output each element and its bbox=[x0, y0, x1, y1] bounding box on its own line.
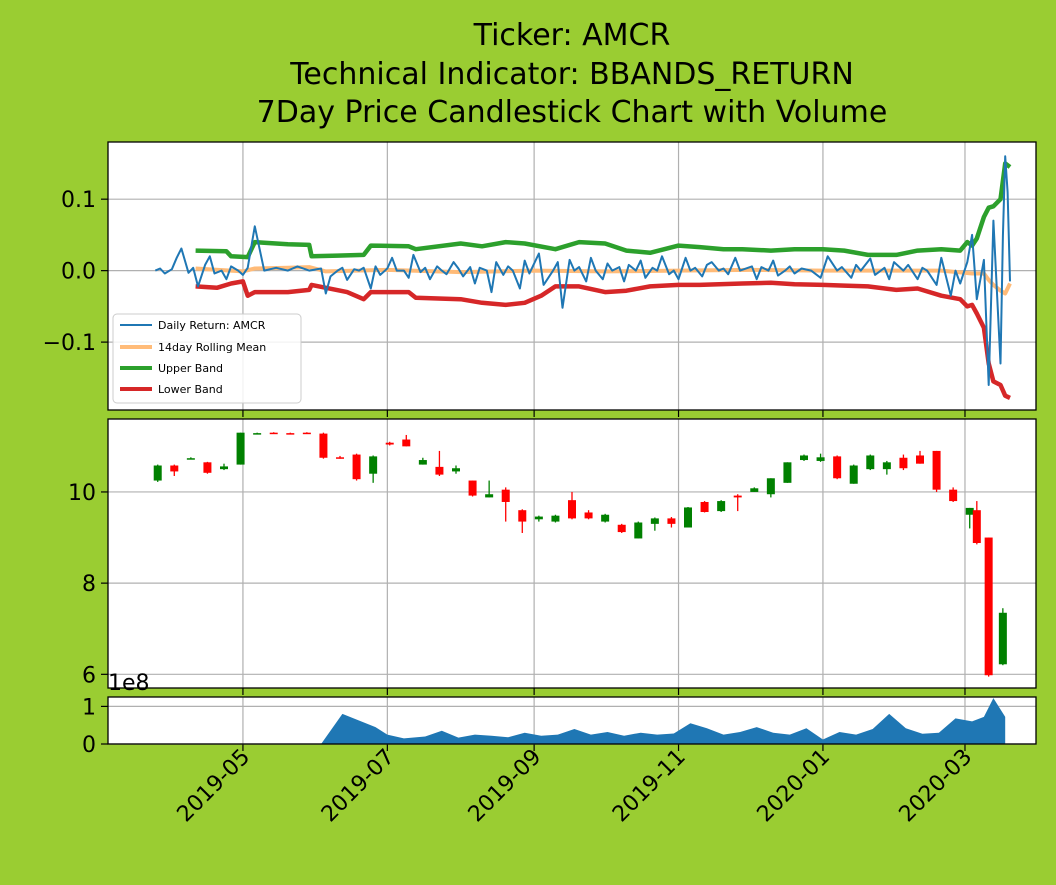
candle-body bbox=[402, 440, 410, 447]
candle-body bbox=[386, 443, 394, 445]
candle-body bbox=[833, 456, 841, 478]
x-axis: 2019-05 2019-07 2019-09 2019-11 2020-01 2020-… bbox=[173, 745, 978, 828]
candle-body bbox=[568, 500, 576, 518]
candle-body bbox=[634, 522, 642, 538]
candle-body bbox=[899, 458, 907, 468]
candle-body bbox=[220, 466, 228, 469]
candle-body bbox=[850, 466, 858, 484]
y-tick-label: −0.1 bbox=[43, 331, 96, 356]
legend: Daily Return: AMCR 14day Rolling Mean Up… bbox=[113, 314, 301, 403]
candle-body bbox=[469, 481, 477, 496]
candle-body bbox=[866, 455, 874, 469]
candle-body bbox=[966, 508, 974, 515]
candle-body bbox=[419, 460, 427, 465]
x-tick-label: 2019-09 bbox=[464, 745, 547, 828]
candle-body bbox=[353, 455, 361, 480]
legend-label-rolling-mean: 14day Rolling Mean bbox=[158, 341, 266, 354]
y-tick-label: 0.1 bbox=[61, 188, 96, 213]
candle-body bbox=[783, 462, 791, 483]
candle-body bbox=[203, 462, 211, 472]
candle-body bbox=[369, 456, 377, 473]
candle-body bbox=[883, 462, 891, 469]
candle-body bbox=[767, 478, 775, 494]
candle-body bbox=[750, 488, 758, 492]
candle-body bbox=[985, 538, 993, 676]
candle-body bbox=[601, 515, 609, 522]
candle-body bbox=[237, 433, 245, 465]
candle-body bbox=[551, 516, 559, 522]
candle-body bbox=[949, 490, 957, 501]
candle-body bbox=[170, 466, 178, 472]
chart-title-line-3: 7Day Price Candlestick Chart with Volume bbox=[257, 95, 888, 130]
legend-label-daily-return: Daily Return: AMCR bbox=[158, 319, 266, 332]
y-tick-label: 10 bbox=[68, 481, 96, 506]
candle-body bbox=[435, 467, 443, 475]
candle-body bbox=[651, 518, 659, 523]
x-tick-label: 2020-01 bbox=[753, 745, 836, 828]
candle-body bbox=[485, 494, 493, 497]
price-candlestick-panel: 10 8 6 bbox=[68, 419, 1036, 695]
legend-label-lower-band: Lower Band bbox=[158, 383, 223, 396]
y-tick-label: 0 bbox=[82, 733, 96, 758]
candle-body bbox=[336, 457, 344, 459]
candle-body bbox=[973, 510, 981, 543]
y-tick-label: 1 bbox=[82, 695, 96, 720]
candle-body bbox=[684, 507, 692, 527]
x-tick-label: 2019-11 bbox=[608, 745, 691, 828]
candle-body bbox=[319, 434, 327, 458]
candle-body bbox=[303, 433, 311, 435]
candle-body bbox=[253, 433, 261, 435]
candle-body bbox=[154, 466, 162, 481]
x-tick-label: 2019-07 bbox=[317, 745, 400, 828]
candle-body bbox=[452, 468, 460, 471]
y-tick-label: 8 bbox=[82, 572, 96, 597]
candle-body bbox=[916, 455, 924, 463]
candle-body bbox=[817, 457, 825, 461]
candle-body bbox=[800, 455, 808, 460]
candle-body bbox=[717, 501, 725, 511]
y-tick-label: 6 bbox=[82, 663, 96, 688]
y-tick-label: 0.0 bbox=[61, 260, 96, 285]
candle-body bbox=[701, 502, 709, 512]
chart-title-line-1: Ticker: AMCR bbox=[473, 18, 671, 53]
candle-body bbox=[187, 458, 195, 460]
candle-body bbox=[667, 518, 675, 523]
candle-body bbox=[270, 433, 278, 435]
candle-body bbox=[734, 496, 742, 498]
candle-body bbox=[518, 510, 526, 521]
volume-offset-label: 1e8 bbox=[108, 671, 150, 696]
candle-body bbox=[933, 451, 941, 490]
x-tick-label: 2019-05 bbox=[173, 745, 256, 828]
candle-body bbox=[535, 517, 543, 520]
chart-title-line-2: Technical Indicator: BBANDS_RETURN bbox=[289, 57, 854, 92]
plot-area bbox=[108, 419, 1036, 688]
candle-body bbox=[618, 525, 626, 532]
x-tick-label: 2020-03 bbox=[895, 745, 978, 828]
candle-body bbox=[999, 613, 1007, 665]
candle-body bbox=[286, 433, 294, 435]
candle-body bbox=[502, 490, 510, 502]
legend-label-upper-band: Upper Band bbox=[158, 362, 223, 375]
candle-body bbox=[585, 512, 593, 518]
